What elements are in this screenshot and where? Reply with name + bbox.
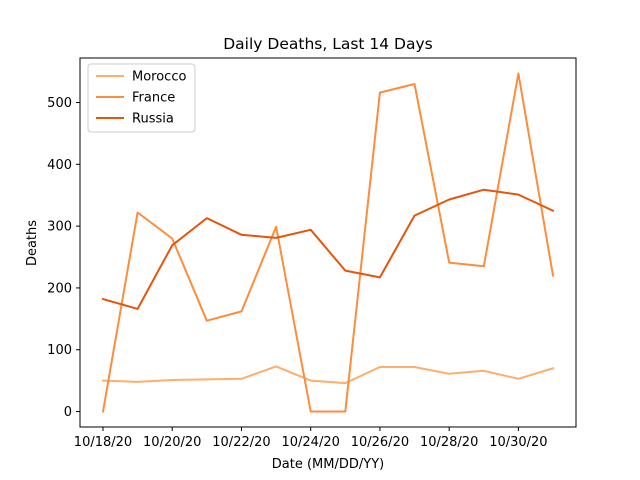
legend: Morocco France Russia [87, 63, 196, 133]
x-tick-label: 10/26/20 [351, 435, 409, 450]
x-tick-label: 10/20/20 [143, 435, 201, 450]
x-tick-label: 10/18/20 [74, 435, 132, 450]
legend-box [87, 63, 196, 133]
y-tick-label: 500 [47, 96, 72, 111]
x-tick-label: 10/30/20 [489, 435, 547, 450]
legend-label-russia: Russia [132, 112, 174, 127]
y-tick-label: 300 [47, 220, 72, 235]
x-tick-label: 10/22/20 [212, 435, 270, 450]
legend-label-morocco: Morocco [132, 70, 186, 85]
chart-title: Daily Deaths, Last 14 Days [223, 35, 433, 53]
series-line-russia [101, 188, 555, 310]
y-tick-label: 0 [64, 405, 72, 420]
x-tick-label: 10/28/20 [420, 435, 478, 450]
y-axis-label: Deaths [25, 220, 40, 266]
y-tick-label: 400 [47, 158, 72, 173]
y-tick-label: 200 [47, 281, 72, 296]
plot-area-frame [79, 57, 577, 428]
legend-label-france: France [132, 91, 175, 106]
series-line-morocco [101, 365, 555, 385]
y-tick-label: 100 [47, 343, 72, 358]
series-line-france [101, 72, 555, 413]
x-axis-ticks: 10/18/20 10/20/20 10/22/20 10/24/20 10/26/20… [74, 427, 548, 450]
plot-lines [101, 72, 555, 413]
x-tick-label: 10/24/20 [281, 435, 339, 450]
y-axis-ticks: 0 100 200 300 400 500 [47, 96, 80, 420]
x-axis-label: Date (MM/DD/YY) [272, 457, 384, 472]
